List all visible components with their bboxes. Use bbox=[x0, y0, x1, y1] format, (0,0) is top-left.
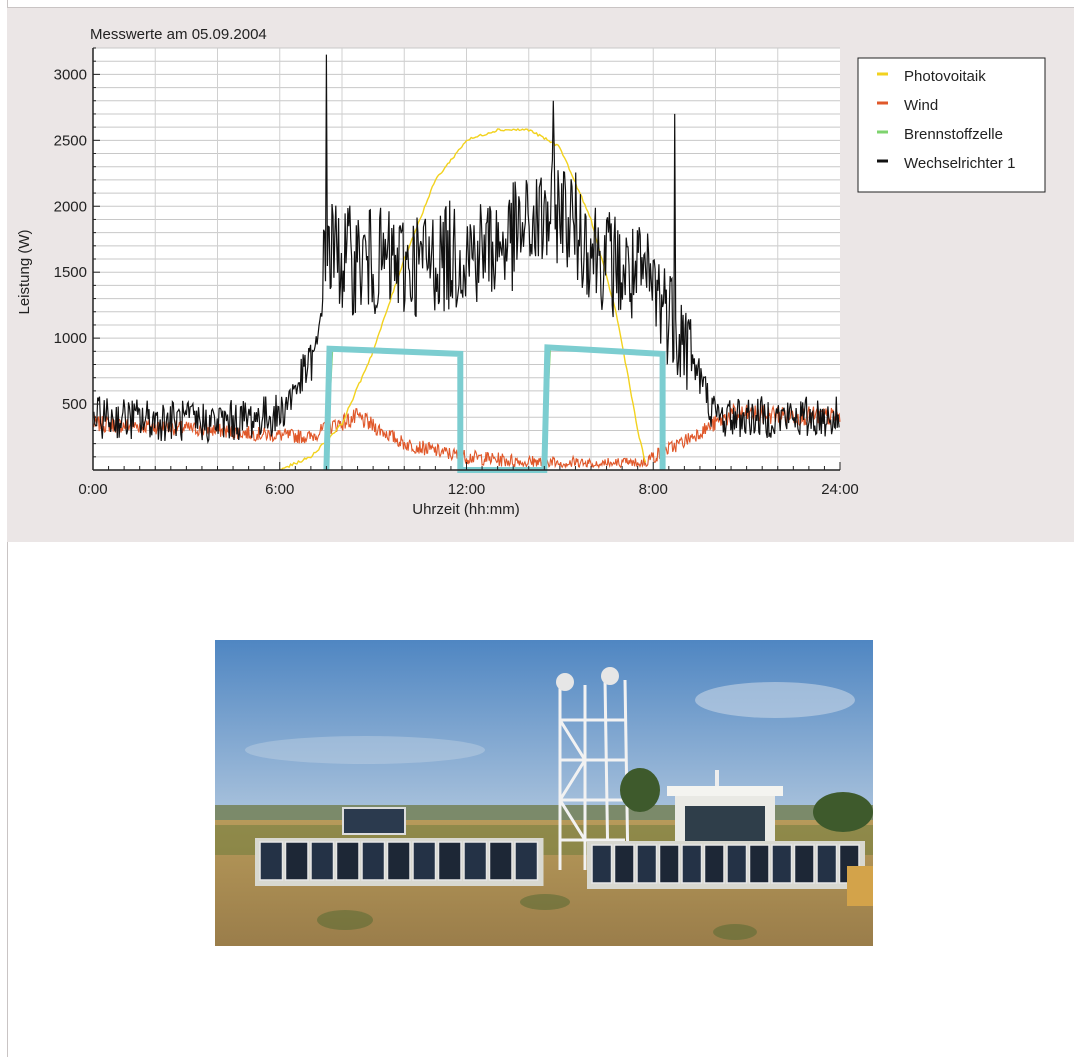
solar-panel bbox=[412, 841, 437, 881]
legend: Photovoitaik Wind Brennstoffzelle Wechselri… bbox=[857, 57, 1046, 193]
solar-panel bbox=[613, 844, 635, 884]
legend-box bbox=[857, 57, 1046, 193]
chart-panel: 0:00 6:00 12:00 8:00 24:00 500 1000 1500 2000 250… bbox=[7, 7, 1074, 542]
legend-label: Brennstoffzelle bbox=[904, 126, 1003, 143]
y-tick-label: 2500 bbox=[54, 132, 87, 149]
solar-panel bbox=[703, 844, 725, 884]
photo-illustration bbox=[215, 640, 873, 946]
y-tick-label: 500 bbox=[62, 396, 87, 413]
solar-panel bbox=[335, 841, 360, 881]
y-tick-label: 3000 bbox=[54, 66, 87, 83]
solar-panel bbox=[681, 844, 703, 884]
solar-panel bbox=[591, 844, 613, 884]
legend-label: Wind bbox=[904, 97, 938, 114]
legend-label: Wechselrichter 1 bbox=[904, 155, 1015, 172]
photo-solar-wind-station bbox=[215, 640, 873, 946]
solar-panel bbox=[726, 844, 748, 884]
solar-panel bbox=[437, 841, 462, 881]
solar-panel bbox=[284, 841, 309, 881]
chart: 0:00 6:00 12:00 8:00 24:00 500 1000 1500 2000 250… bbox=[16, 26, 1046, 518]
solar-panel bbox=[771, 844, 793, 884]
chart-title: Messwerte am 05.09.2004 bbox=[90, 26, 267, 43]
solar-panel bbox=[386, 841, 411, 881]
solar-panel bbox=[793, 844, 815, 884]
solar-panel bbox=[658, 844, 680, 884]
x-tick-label: 0:00 bbox=[78, 481, 107, 498]
x-tick-label: 8:00 bbox=[639, 481, 668, 498]
solar-panel bbox=[514, 841, 539, 881]
x-tick-label: 12:00 bbox=[448, 481, 486, 498]
solar-panel bbox=[361, 841, 386, 881]
solar-panel bbox=[748, 844, 770, 884]
series-line-photovoltaik bbox=[279, 127, 647, 471]
legend-label: Photovoitaik bbox=[904, 68, 986, 85]
solar-panel bbox=[636, 844, 658, 884]
y-tick-label: 2000 bbox=[54, 198, 87, 215]
solar-panel bbox=[259, 841, 284, 881]
solar-panel bbox=[463, 841, 488, 881]
x-axis-label: Uhrzeit (hh:mm) bbox=[412, 501, 520, 518]
y-axis-label: Leistung (W) bbox=[16, 229, 33, 314]
y-tick-label: 1500 bbox=[54, 264, 87, 281]
y-tick-label: 1000 bbox=[54, 330, 87, 347]
x-tick-label: 6:00 bbox=[265, 481, 294, 498]
solar-panel bbox=[816, 844, 838, 884]
x-tick-label: 24:00 bbox=[821, 481, 859, 498]
solar-panel bbox=[310, 841, 335, 881]
series-line-wechselrichter-1 bbox=[92, 54, 840, 445]
solar-panel bbox=[488, 841, 513, 881]
